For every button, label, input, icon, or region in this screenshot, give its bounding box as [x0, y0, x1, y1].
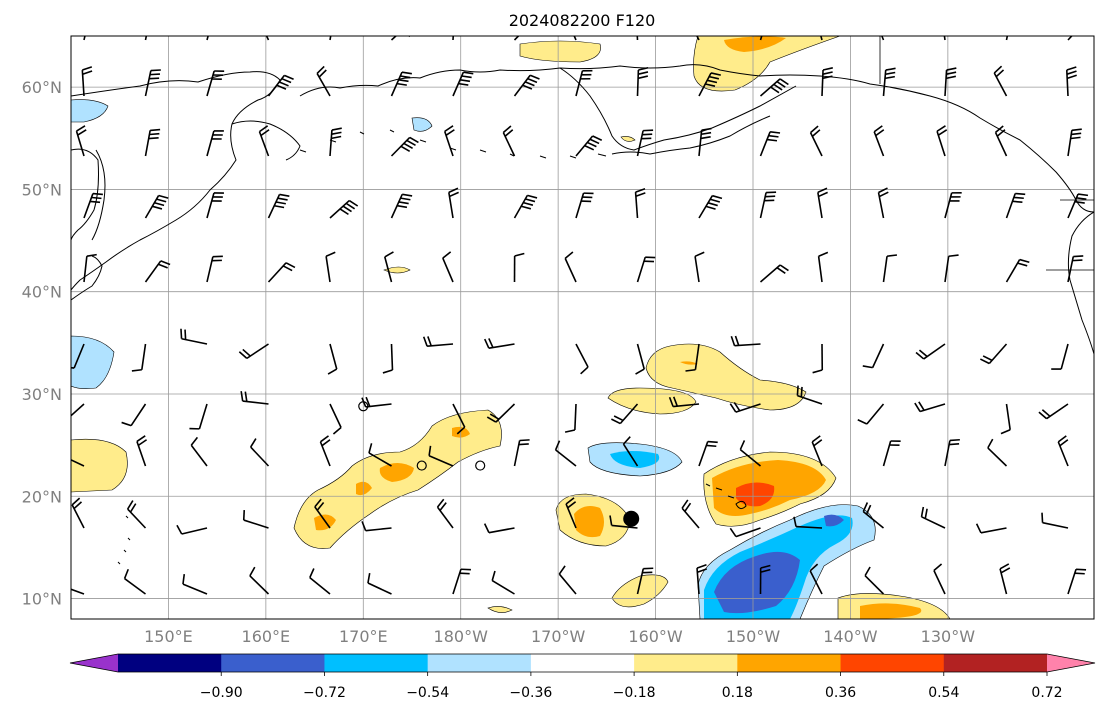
lat-tick-label: 30°N [22, 385, 62, 404]
colorbar-segment [118, 654, 222, 672]
colorbar-tick-label: −0.18 [613, 685, 656, 701]
colorbar-tick-label: −0.72 [303, 685, 346, 701]
colorbar-tick-label: −0.90 [200, 685, 243, 701]
colorbar-tick-label: 0.72 [1031, 685, 1062, 701]
colorbar-segment [221, 654, 325, 672]
colorbar-extend-high [1047, 654, 1095, 672]
colorbar: −0.90 −0.72 −0.54 −0.36 −0.18 0.18 0.36 0.54 0.7… [70, 654, 1105, 701]
lon-tick-label: 150°W [726, 627, 781, 646]
lon-tick-label: 140°W [823, 627, 878, 646]
lat-tick-label: 60°N [22, 78, 62, 97]
wind-barb [874, 10, 884, 40]
lon-tick-label: 170°E [339, 627, 388, 646]
lon-tick-label: 180°W [434, 627, 489, 646]
wind-barb [815, 10, 825, 40]
contour-fill-yellow [71, 439, 127, 492]
colorbar-segment [737, 654, 841, 672]
colorbar-segment [634, 654, 738, 672]
colorbar-tick-label: −0.54 [406, 685, 449, 701]
colorbar-segment [944, 654, 1048, 672]
lon-tick-label: 150°E [144, 627, 193, 646]
map-title: 2024082200 F120 [509, 11, 656, 30]
lon-tick-label: 130°W [921, 627, 976, 646]
lat-tick-label: 10°N [22, 590, 62, 609]
colorbar-tick-label: −0.36 [509, 685, 552, 701]
lon-tick-labels: 150°E 160°E 170°E 180°W 170°W 160°W 150°W 140°W… [144, 627, 975, 646]
contour-fill-yellow [520, 41, 601, 62]
colorbar-extend-low [70, 654, 118, 672]
colorbar-segment [531, 654, 635, 672]
lat-tick-label: 50°N [22, 180, 62, 199]
lon-tick-label: 170°W [531, 627, 586, 646]
colorbar-segment [841, 654, 945, 672]
lat-tick-label: 20°N [22, 487, 62, 506]
map-panel [56, 10, 1094, 619]
colorbar-segment [324, 654, 428, 672]
lat-tick-labels: 10°N 20°N 30°N 40°N 50°N 60°N [22, 78, 62, 608]
lat-tick-label: 40°N [22, 283, 62, 302]
colorbar-segment [428, 654, 532, 672]
colorbar-tick-label: 0.54 [928, 685, 959, 701]
colorbar-tick-label: 0.18 [722, 685, 753, 701]
lon-tick-label: 160°W [628, 627, 683, 646]
storm-center-marker [623, 511, 639, 527]
colorbar-tick-label: 0.36 [825, 685, 856, 701]
lon-tick-label: 160°E [242, 627, 291, 646]
